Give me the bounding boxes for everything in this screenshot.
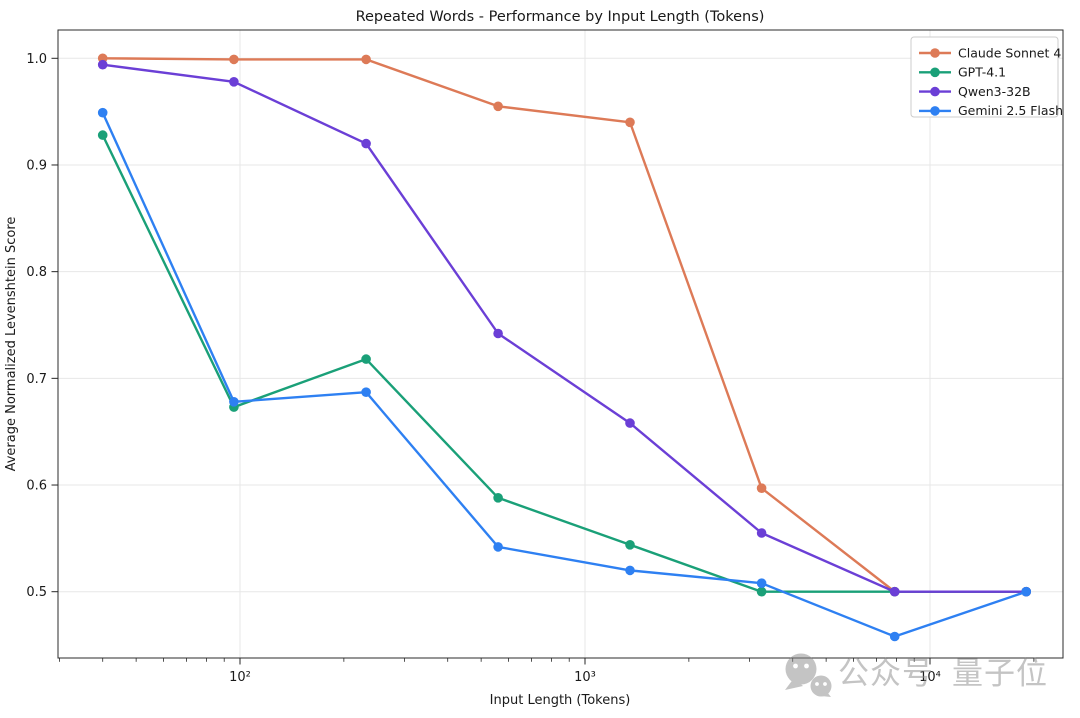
legend-label: Qwen3-32B — [958, 84, 1031, 99]
data-point — [889, 586, 900, 597]
y-tick-label: 0.7 — [26, 372, 47, 387]
legend-marker — [930, 67, 940, 78]
series-claude-sonnet-4 — [97, 53, 1031, 597]
series-line — [102, 57, 1027, 593]
data-point — [756, 528, 767, 538]
data-point — [97, 59, 108, 70]
data-point — [229, 54, 239, 65]
data-point — [493, 493, 503, 503]
y-tick-label: 0.5 — [26, 585, 47, 600]
chart-title: Repeated Words - Performance by Input Le… — [356, 9, 765, 25]
data-point — [361, 354, 371, 364]
watermark: 公众号 量子位 — [785, 653, 1048, 697]
legend-item-qwen3-32b: Qwen3-32B — [919, 84, 1031, 99]
data-point — [229, 397, 239, 407]
y-tick-label: 0.9 — [26, 158, 47, 173]
data-point — [756, 586, 767, 597]
x-tick-label: 10³ — [574, 670, 596, 685]
x-tick-label: 10² — [229, 670, 251, 685]
y-tick-label: 0.6 — [26, 479, 47, 494]
watermark-text-2: 量子位 — [952, 656, 1048, 692]
data-point — [625, 117, 635, 128]
legend-label: Gemini 2.5 Flash — [958, 103, 1063, 118]
data-point — [97, 107, 108, 118]
series-line — [101, 112, 1027, 638]
data-point — [756, 483, 767, 494]
axis-ticks: 0.5 0.6 0.7 0.8 0.9 1.0 10² 10³ 10⁴ — [26, 52, 1035, 685]
legend-item-gemini-2-5-flash: Gemini 2.5 Flash — [919, 103, 1063, 118]
wechat-icon — [785, 653, 832, 697]
series-gemini-2-5-flash — [97, 107, 1031, 642]
data-point — [625, 418, 635, 428]
series-lines — [97, 53, 1031, 642]
x-axis-label: Input Length (Tokens) — [490, 693, 631, 708]
y-tick-label: 1.0 — [26, 52, 47, 67]
data-point — [756, 578, 767, 588]
series-line — [101, 134, 1027, 593]
data-point — [361, 138, 371, 149]
legend-label: Claude Sonnet 4 — [958, 45, 1061, 60]
series-line — [102, 63, 1027, 593]
data-point — [361, 387, 371, 398]
plot-border — [57, 29, 1064, 659]
legend-item-gpt-4-1: GPT-4.1 — [919, 65, 1006, 80]
data-point — [493, 101, 503, 112]
data-point — [625, 540, 635, 550]
data-point — [493, 542, 503, 552]
data-point — [889, 631, 900, 642]
data-point — [493, 328, 503, 339]
series-gpt-4-1 — [97, 130, 1031, 597]
series-qwen3-32b — [97, 59, 1031, 597]
legend-marker — [930, 86, 940, 97]
y-tick-label: 0.8 — [26, 265, 47, 280]
legend-marker — [930, 48, 940, 58]
legend-box — [910, 36, 1059, 118]
y-axis-label: Average Normalized Levenshtein Score — [4, 217, 19, 472]
x-tick-label: 10⁴ — [919, 670, 941, 685]
legend: Claude Sonnet 4 GPT-4.1 Qwen3-32B Gemini 2.… — [910, 36, 1063, 118]
watermark-text-1: 公众号 — [838, 656, 934, 692]
legend-label: GPT-4.1 — [958, 65, 1006, 80]
data-point — [97, 130, 108, 140]
data-point — [625, 565, 635, 576]
legend-item-claude-sonnet-4: Claude Sonnet 4 — [919, 45, 1061, 60]
legend-marker — [930, 106, 940, 116]
data-point — [229, 77, 239, 87]
data-point — [1021, 586, 1031, 597]
data-point — [361, 54, 371, 65]
